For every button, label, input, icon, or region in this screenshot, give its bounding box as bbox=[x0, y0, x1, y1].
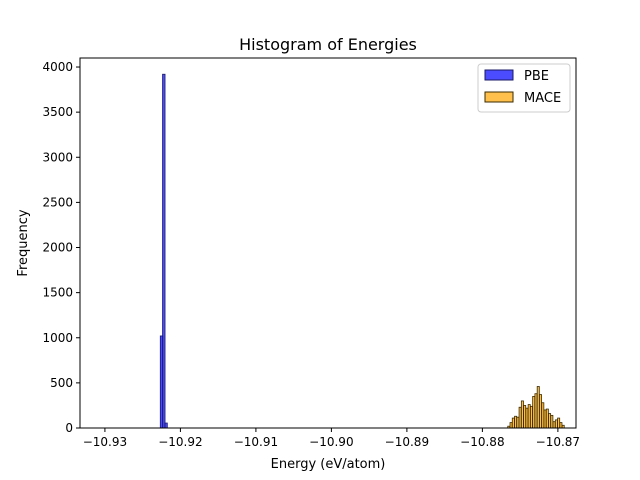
x-tick-label: −10.87 bbox=[536, 435, 580, 449]
y-axis-ticks: 0 500 1000 1500 2000 2500 3000 3500 4000 bbox=[42, 60, 80, 435]
plot-frame bbox=[79, 57, 577, 429]
legend-label-pbe: PBE bbox=[524, 69, 549, 84]
y-tick-label: 1000 bbox=[42, 331, 73, 345]
x-tick-label: −10.89 bbox=[385, 435, 429, 449]
mace-bar bbox=[527, 404, 531, 429]
mace-bar bbox=[541, 402, 545, 429]
legend-label-mace: MACE bbox=[524, 91, 561, 106]
x-tick-label: −10.92 bbox=[158, 435, 202, 449]
x-axis-label: Energy (eV/atom) bbox=[271, 457, 386, 472]
x-tick-label: −10.90 bbox=[309, 435, 353, 449]
y-axis-label: Frequency bbox=[16, 209, 31, 276]
mace-bar bbox=[520, 400, 524, 429]
x-tick-label: −10.88 bbox=[460, 435, 504, 449]
y-tick-label: 2000 bbox=[42, 241, 73, 255]
mace-bar bbox=[511, 417, 515, 429]
y-tick-label: 3500 bbox=[42, 105, 73, 119]
legend-swatch-mace bbox=[484, 91, 514, 103]
x-axis-ticks: −10.93 −10.92 −10.91 −10.90 −10.89 −10.88 −10.… bbox=[83, 428, 580, 449]
mace-bar bbox=[548, 413, 552, 429]
mace-bar bbox=[557, 417, 561, 429]
y-tick-label: 1500 bbox=[42, 286, 73, 300]
mace-bar bbox=[559, 422, 563, 429]
mace-bar bbox=[525, 407, 529, 429]
x-tick-label: −10.91 bbox=[234, 435, 278, 449]
chart-title: Histogram of Energies bbox=[239, 35, 417, 54]
y-tick-label: 4000 bbox=[42, 60, 73, 74]
y-tick-label: 0 bbox=[65, 421, 73, 435]
mace-bar bbox=[523, 405, 527, 429]
mace-bar bbox=[545, 408, 549, 429]
y-tick-label: 2500 bbox=[42, 195, 73, 209]
mace-bar bbox=[514, 415, 518, 429]
mace-bar bbox=[536, 386, 540, 429]
mace-bar bbox=[554, 419, 558, 429]
legend: PBE MACE bbox=[477, 63, 571, 113]
mace-bar bbox=[539, 394, 542, 429]
legend-swatch-pbe bbox=[484, 69, 514, 81]
x-tick-label: −10.93 bbox=[83, 435, 127, 449]
pbe-bar bbox=[162, 73, 166, 429]
mace-bar bbox=[518, 406, 522, 429]
mace-bar bbox=[534, 393, 538, 429]
mace-bar bbox=[516, 416, 520, 429]
mace-bar bbox=[543, 409, 547, 429]
mace-bar bbox=[552, 421, 556, 429]
y-tick-label: 3000 bbox=[42, 150, 73, 164]
y-tick-label: 500 bbox=[50, 376, 73, 390]
mace-bar bbox=[550, 414, 554, 429]
mace-bar bbox=[509, 422, 513, 429]
mace-bar bbox=[532, 396, 536, 429]
pbe-bar bbox=[164, 422, 168, 429]
mace-bar bbox=[530, 405, 533, 429]
